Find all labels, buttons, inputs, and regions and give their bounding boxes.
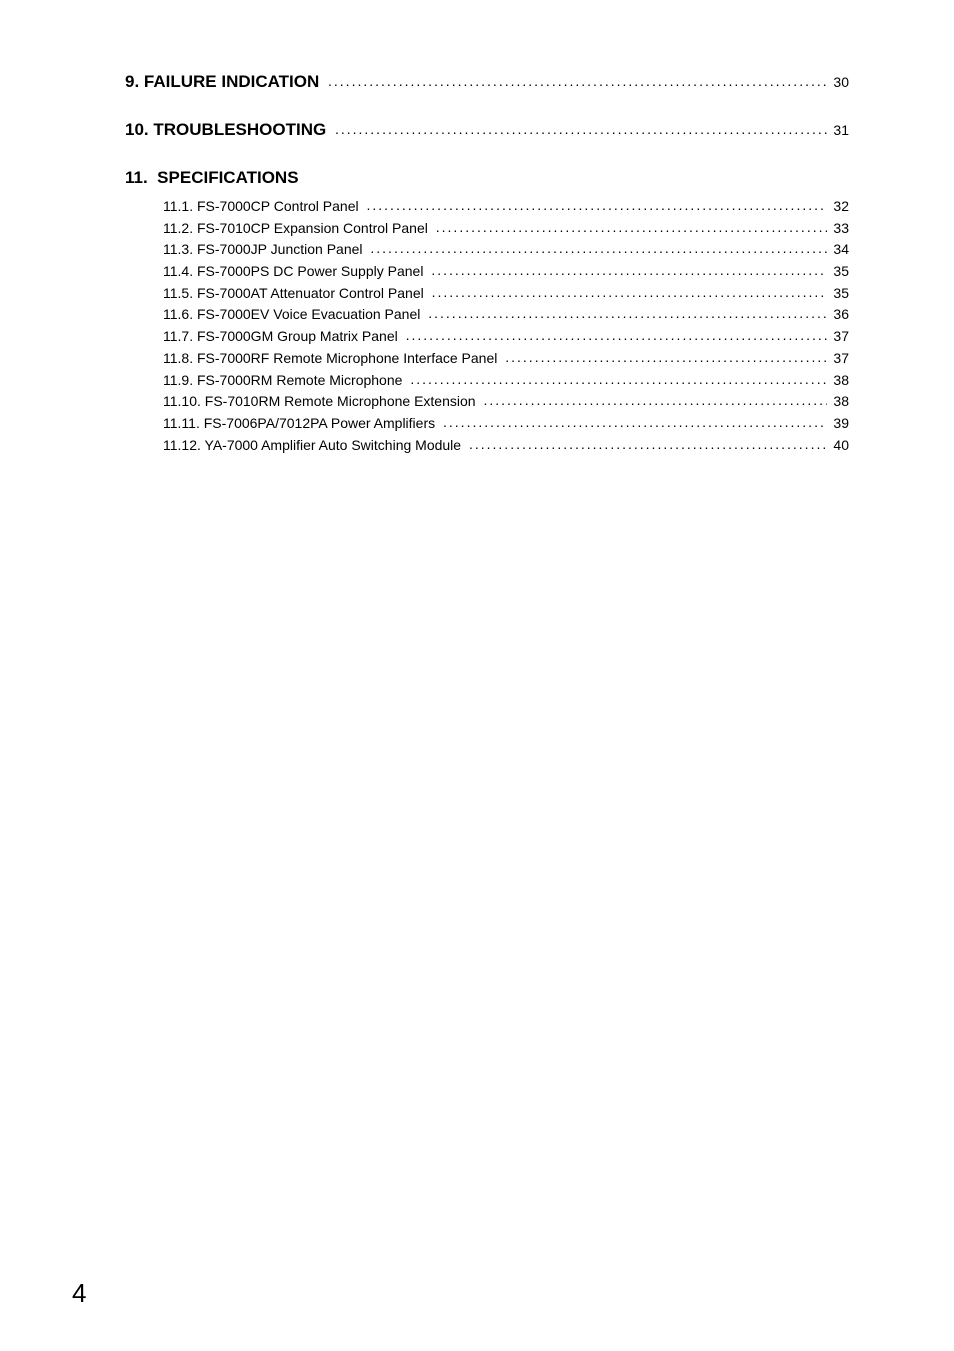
toc-section-10: 10. TROUBLESHOOTING 31 xyxy=(125,120,849,140)
toc-page-number: 32 xyxy=(827,196,849,218)
toc-page-number: 36 xyxy=(827,304,849,326)
toc-page-number: 37 xyxy=(827,348,849,370)
toc-heading-title: FAILURE INDICATION xyxy=(139,72,324,92)
toc-page-number: 39 xyxy=(827,413,849,435)
toc-leader-dots xyxy=(479,390,827,412)
toc-heading-row: 10. TROUBLESHOOTING 31 xyxy=(125,120,849,140)
toc-leader-dots xyxy=(402,325,827,347)
toc-sub-label: 11.3. FS-7000JP Junction Panel xyxy=(163,239,363,261)
toc-leader-dots xyxy=(465,434,827,456)
toc-sub-row: 11.2. FS-7010CP Expansion Control Panel … xyxy=(163,218,849,240)
toc-sub-row: 11.11. FS-7006PA/7012PA Power Amplifiers… xyxy=(163,413,849,435)
toc-page-number: 37 xyxy=(827,326,849,348)
toc-leader-dots xyxy=(432,217,827,239)
toc-leader-dots xyxy=(428,282,827,304)
toc-sub-label: 11.11. FS-7006PA/7012PA Power Amplifiers xyxy=(163,413,435,435)
toc-sub-row: 11.9. FS-7000RM Remote Microphone 38 xyxy=(163,370,849,392)
toc-leader-dots xyxy=(424,303,827,325)
toc-page-number: 38 xyxy=(827,391,849,413)
toc-heading-title: TROUBLESHOOTING xyxy=(149,120,331,140)
toc-leader-dots xyxy=(427,260,827,282)
page-container: 9. FAILURE INDICATION 30 10. TROUBLESHOO… xyxy=(0,0,954,1351)
toc-sub-label: 11.8. FS-7000RF Remote Microphone Interf… xyxy=(163,348,497,370)
toc-sub-label: 11.2. FS-7010CP Expansion Control Panel xyxy=(163,218,428,240)
toc-sub-row: 11.12. YA-7000 Amplifier Auto Switching … xyxy=(163,435,849,457)
toc-page-number: 30 xyxy=(827,74,849,90)
toc-leader-dots xyxy=(331,121,827,137)
toc-leader-dots xyxy=(501,347,827,369)
toc-heading-row: 11. SPECIFICATIONS xyxy=(125,168,849,188)
toc-page-number: 31 xyxy=(827,122,849,138)
toc-leader-dots xyxy=(324,73,827,89)
toc-leader-dots xyxy=(406,369,827,391)
toc-sub-row: 11.10. FS-7010RM Remote Microphone Exten… xyxy=(163,391,849,413)
toc-sub-row: 11.6. FS-7000EV Voice Evacuation Panel 3… xyxy=(163,304,849,326)
toc-sub-label: 11.10. FS-7010RM Remote Microphone Exten… xyxy=(163,391,476,413)
toc-sub-label: 11.1. FS-7000CP Control Panel xyxy=(163,196,359,218)
toc-page-number: 35 xyxy=(827,261,849,283)
toc-heading-prefix: 11. xyxy=(125,168,148,187)
toc-page-number: 38 xyxy=(827,370,849,392)
toc-page-number: 34 xyxy=(827,239,849,261)
toc-heading-row: 9. FAILURE INDICATION 30 xyxy=(125,72,849,92)
footer-page-number: 4 xyxy=(72,1278,86,1309)
toc-page-number: 33 xyxy=(827,218,849,240)
toc-sub-row: 11.1. FS-7000CP Control Panel 32 xyxy=(163,196,849,218)
toc-sub-label: 11.12. YA-7000 Amplifier Auto Switching … xyxy=(163,435,461,457)
toc-page-number: 40 xyxy=(827,435,849,457)
toc-heading-prefix: 10. xyxy=(125,120,149,140)
toc-sub-row: 11.3. FS-7000JP Junction Panel 34 xyxy=(163,239,849,261)
toc-sub-label: 11.9. FS-7000RM Remote Microphone xyxy=(163,370,402,392)
toc-page-number: 35 xyxy=(827,283,849,305)
toc-heading-title: SPECIFICATIONS xyxy=(152,168,298,187)
toc-heading-prefix: 9. xyxy=(125,72,139,92)
toc-sub-label: 11.4. FS-7000PS DC Power Supply Panel xyxy=(163,261,423,283)
toc-section-11: 11. SPECIFICATIONS 11.1. FS-7000CP Contr… xyxy=(125,168,849,456)
toc-sub-label: 11.6. FS-7000EV Voice Evacuation Panel xyxy=(163,304,420,326)
toc-section-9: 9. FAILURE INDICATION 30 xyxy=(125,72,849,92)
toc-sub-row: 11.4. FS-7000PS DC Power Supply Panel 35 xyxy=(163,261,849,283)
toc-sub-row: 11.7. FS-7000GM Group Matrix Panel 37 xyxy=(163,326,849,348)
toc-leader-dots xyxy=(366,238,827,260)
toc-sub-label: 11.5. FS-7000AT Attenuator Control Panel xyxy=(163,283,424,305)
toc-leader-dots xyxy=(363,195,828,217)
toc-sub-row: 11.8. FS-7000RF Remote Microphone Interf… xyxy=(163,348,849,370)
toc-leader-dots xyxy=(439,412,827,434)
toc-sub-list: 11.1. FS-7000CP Control Panel 32 11.2. F… xyxy=(125,196,849,456)
toc-sub-label: 11.7. FS-7000GM Group Matrix Panel xyxy=(163,326,398,348)
toc-sub-row: 11.5. FS-7000AT Attenuator Control Panel… xyxy=(163,283,849,305)
